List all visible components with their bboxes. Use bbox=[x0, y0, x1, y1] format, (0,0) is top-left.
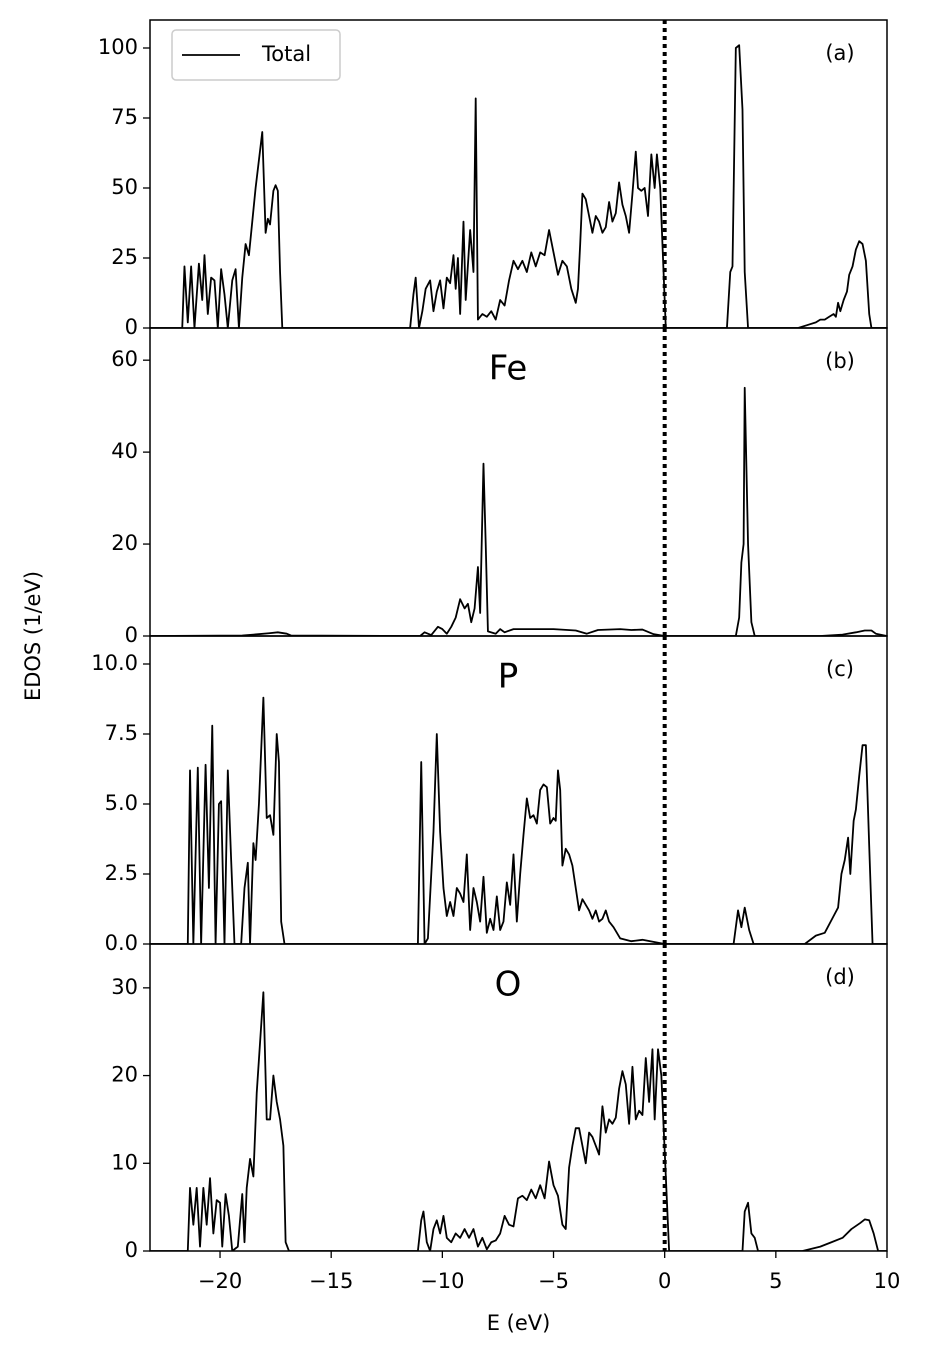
y-tick-label: 60 bbox=[111, 347, 138, 371]
panel-element: O bbox=[495, 965, 522, 1005]
panel-element: Fe bbox=[489, 349, 528, 389]
panel-label: (c) bbox=[826, 657, 854, 681]
x-tick-label: −15 bbox=[309, 1269, 353, 1293]
dos-line bbox=[150, 696, 887, 944]
panel-label: (d) bbox=[825, 965, 855, 989]
y-tick-label: 75 bbox=[111, 105, 138, 129]
y-tick-label: 0 bbox=[125, 315, 138, 339]
y-tick-label: 0 bbox=[125, 623, 138, 647]
y-tick-label: 0.0 bbox=[105, 931, 138, 955]
panel-label: (b) bbox=[825, 349, 855, 373]
dos-line bbox=[150, 386, 887, 636]
panel-label: (a) bbox=[825, 41, 854, 65]
y-tick-label: 0 bbox=[125, 1238, 138, 1262]
x-tick-label: 5 bbox=[769, 1269, 782, 1293]
y-tick-label: 40 bbox=[111, 439, 138, 463]
axes-frame bbox=[149, 943, 888, 1252]
panel-element: P bbox=[498, 657, 519, 697]
y-tick-label: 5.0 bbox=[105, 791, 138, 815]
x-tick-label: −10 bbox=[420, 1269, 464, 1293]
dos-line bbox=[150, 44, 887, 328]
y-tick-label: 7.5 bbox=[105, 721, 138, 745]
y-tick-label: 20 bbox=[111, 531, 138, 555]
x-tick-label: 10 bbox=[874, 1269, 901, 1293]
y-tick-label: 20 bbox=[111, 1063, 138, 1087]
y-tick-label: 10.0 bbox=[91, 651, 138, 675]
y-tick-label: 30 bbox=[111, 975, 138, 999]
legend-label: Total bbox=[261, 42, 311, 66]
x-tick-label: −5 bbox=[538, 1269, 569, 1293]
y-tick-label: 2.5 bbox=[105, 861, 138, 885]
y-tick-label: 25 bbox=[111, 245, 138, 269]
y-tick-label: 100 bbox=[98, 35, 138, 59]
y-tick-label: 50 bbox=[111, 175, 138, 199]
y-axis-label: EDOS (1/eV) bbox=[21, 571, 45, 701]
y-tick-label: 10 bbox=[111, 1150, 138, 1174]
dos-line bbox=[150, 991, 887, 1251]
x-tick-label: −20 bbox=[198, 1269, 242, 1293]
x-tick-label: 0 bbox=[658, 1269, 671, 1293]
x-axis-label: E (eV) bbox=[487, 1311, 551, 1335]
legend-box bbox=[171, 29, 341, 81]
